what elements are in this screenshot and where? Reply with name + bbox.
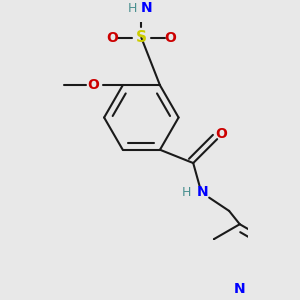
Text: O: O: [215, 127, 227, 141]
Text: N: N: [197, 185, 208, 199]
Text: N: N: [141, 2, 152, 16]
Text: O: O: [165, 31, 176, 45]
Text: N: N: [234, 282, 246, 296]
Text: O: O: [88, 78, 99, 92]
Text: O: O: [106, 31, 118, 45]
Text: H: H: [128, 2, 137, 15]
Text: H: H: [182, 186, 191, 199]
Text: S: S: [136, 30, 147, 45]
